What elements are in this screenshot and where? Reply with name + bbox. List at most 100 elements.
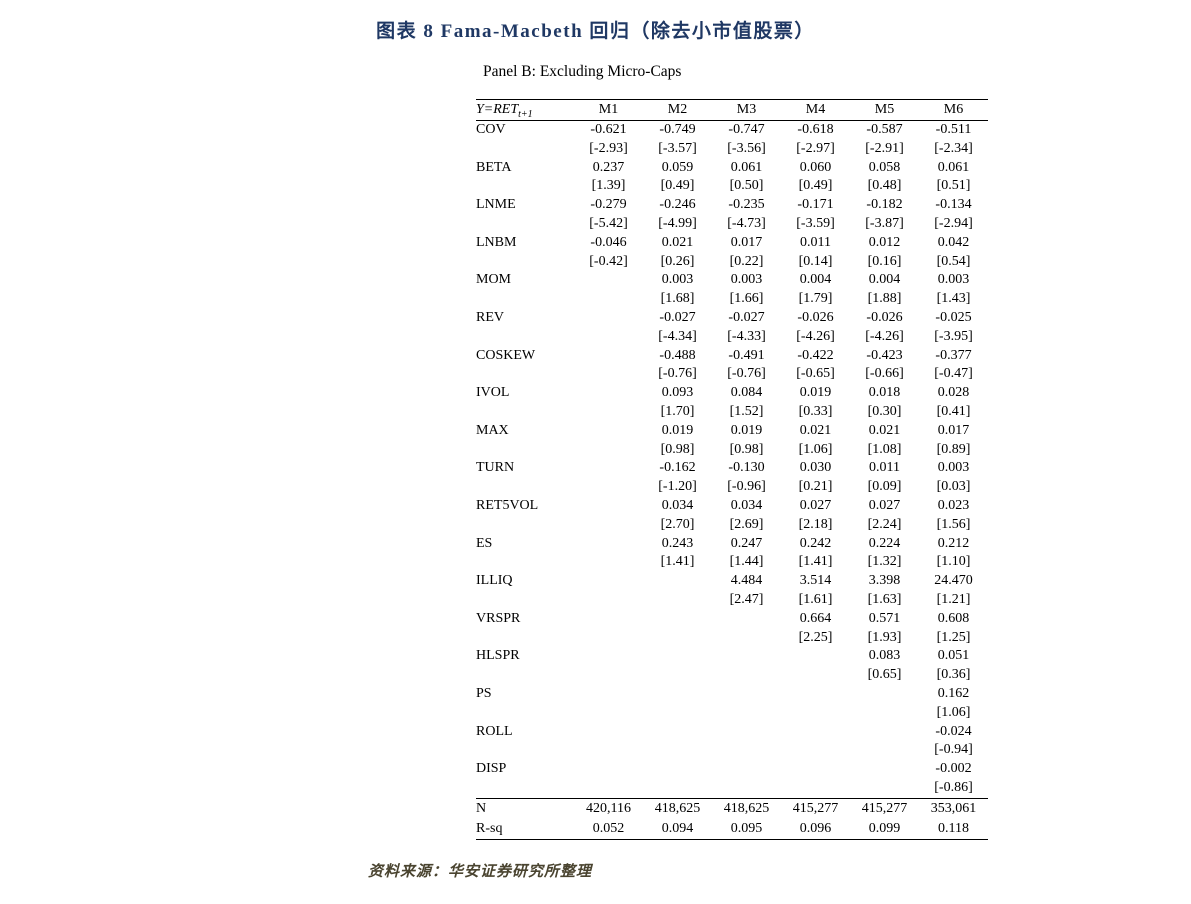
coef-cell: -0.002 — [935, 761, 972, 777]
var-label: MOM — [476, 272, 512, 288]
coef-row: COV -0.621 -0.749 -0.747 -0.618 -0.587 -0.511 — [476, 121, 988, 140]
tstat-cell: [0.30] — [867, 403, 902, 419]
tstat-cell: [-3.57] — [658, 140, 697, 156]
coef-row: LNBM -0.046 0.021 0.017 0.011 0.012 0.042 — [476, 234, 988, 253]
header-row: Y=RETt+1 M1 M2 M3 M4 M5 M6 — [476, 99, 988, 121]
var-label: RET5VOL — [476, 497, 539, 513]
tstat-cell: [-0.76] — [658, 366, 697, 382]
tstat-cell — [574, 478, 643, 497]
tstat-cell: [1.61] — [798, 591, 833, 607]
coef-cell: -0.026 — [797, 309, 834, 325]
coef-cell: 24.470 — [934, 573, 973, 589]
tstat-row: [-4.34] [-4.33] [-4.26] [-4.26] [-3.95] — [476, 328, 988, 347]
tstat-cell — [643, 704, 712, 723]
tstat-cell: [-2.94] — [934, 215, 973, 231]
tstat-cell: [-0.76] — [727, 366, 766, 382]
tstat-cell: [1.21] — [936, 591, 971, 607]
var-label: IVOL — [476, 385, 510, 401]
tstat-cell: [0.98] — [660, 441, 695, 457]
coef-cell: 0.023 — [937, 497, 970, 513]
tstat-cell — [850, 741, 919, 760]
coef-cell: 0.003 — [937, 272, 970, 288]
coef-cell: 0.237 — [592, 159, 625, 175]
coef-cell: 0.011 — [800, 234, 831, 250]
coef-cell: -0.488 — [659, 347, 696, 363]
tstat-cell — [574, 516, 643, 535]
coef-cell — [781, 647, 850, 666]
tstat-cell: [2.69] — [729, 516, 764, 532]
var-label-spacer — [476, 328, 574, 347]
tstat-row: [0.65] [0.36] — [476, 666, 988, 685]
coef-cell: 0.021 — [868, 422, 901, 438]
coef-cell: -0.182 — [866, 197, 903, 213]
tstat-cell: [1.93] — [867, 629, 902, 645]
tstat-cell: [-0.94] — [934, 742, 973, 758]
column-header: M1 — [574, 99, 643, 121]
var-label: LNBM — [476, 234, 517, 250]
tstat-cell: [2.70] — [660, 516, 695, 532]
var-label: LNME — [476, 197, 516, 213]
coef-cell: 0.003 — [937, 460, 970, 476]
coef-cell: 0.003 — [661, 272, 694, 288]
tstat-cell — [574, 666, 643, 685]
tstat-cell: [1.88] — [867, 291, 902, 307]
tstat-row: [1.06] — [476, 704, 988, 723]
coef-cell — [643, 647, 712, 666]
var-label-spacer — [476, 441, 574, 460]
summary-cell: 420,116 — [574, 797, 643, 819]
coef-cell: -0.027 — [659, 309, 696, 325]
tstat-cell — [712, 629, 781, 648]
tstat-cell: [0.09] — [867, 479, 902, 495]
tstat-cell — [712, 666, 781, 685]
var-label-spacer — [476, 666, 574, 685]
coef-cell: 0.011 — [869, 460, 900, 476]
coef-cell: -0.162 — [659, 460, 696, 476]
coef-cell: -0.024 — [935, 723, 972, 739]
coef-cell: 0.051 — [937, 648, 970, 664]
coef-cell: 0.247 — [730, 535, 763, 551]
tstat-cell: [1.66] — [729, 291, 764, 307]
tstat-cell: [-4.26] — [865, 328, 904, 344]
coef-cell: -0.377 — [935, 347, 972, 363]
coef-cell — [574, 610, 643, 629]
tstat-cell: [0.14] — [798, 253, 833, 269]
var-label: COV — [476, 122, 506, 137]
tstat-cell: [-3.59] — [796, 215, 835, 231]
coef-row: TURN -0.162 -0.130 0.030 0.011 0.003 — [476, 459, 988, 478]
summary-cell: 0.099 — [850, 818, 919, 840]
coef-cell — [850, 760, 919, 779]
tstat-cell — [850, 779, 919, 798]
summary-cell: 0.096 — [781, 818, 850, 840]
var-label-spacer — [476, 140, 574, 159]
summary-cell: 0.118 — [919, 818, 988, 840]
tstat-cell: [0.21] — [798, 479, 833, 495]
tstat-cell: [-2.93] — [589, 140, 628, 156]
coef-cell — [643, 760, 712, 779]
coef-cell: 0.027 — [799, 497, 832, 513]
var-label: VRSPR — [476, 610, 521, 626]
coef-cell: 0.017 — [937, 422, 970, 438]
coef-cell: 0.004 — [868, 272, 901, 288]
coef-row: DISP -0.002 — [476, 760, 988, 779]
tstat-cell: [0.33] — [798, 403, 833, 419]
tstat-cell: [-0.47] — [934, 366, 973, 382]
coef-cell — [574, 271, 643, 290]
tstat-row: [-5.42] [-4.99] [-4.73] [-3.59] [-3.87] [-2.9… — [476, 215, 988, 234]
var-label: COSKEW — [476, 347, 536, 363]
tstat-row: [1.41] [1.44] [1.41] [1.32] [1.10] — [476, 553, 988, 572]
var-label-spacer — [476, 365, 574, 384]
tstat-cell: [-3.95] — [934, 328, 973, 344]
tstat-row: [2.47] [1.61] [1.63] [1.21] — [476, 591, 988, 610]
tstat-cell — [574, 629, 643, 648]
coef-cell: -0.279 — [590, 197, 627, 213]
tstat-cell: [-2.97] — [796, 140, 835, 156]
tstat-cell: [0.36] — [936, 667, 971, 683]
coef-row: RET5VOL 0.034 0.034 0.027 0.027 0.023 — [476, 497, 988, 516]
tstat-cell — [574, 741, 643, 760]
tstat-cell — [712, 704, 781, 723]
tstat-cell: [0.89] — [936, 441, 971, 457]
tstat-row: [2.25] [1.93] [1.25] — [476, 629, 988, 648]
coef-cell: 0.664 — [799, 610, 832, 626]
coef-cell — [574, 422, 643, 441]
coef-row: COSKEW -0.488 -0.491 -0.422 -0.423 -0.377 — [476, 347, 988, 366]
